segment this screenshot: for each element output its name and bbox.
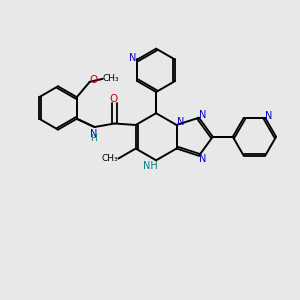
Text: NH: NH [143, 160, 158, 171]
Text: O: O [89, 75, 98, 85]
Text: N: N [177, 117, 184, 127]
Text: CH₃: CH₃ [102, 154, 118, 163]
Text: O: O [109, 94, 117, 104]
Text: N: N [90, 128, 97, 139]
Text: N: N [266, 111, 273, 121]
Text: CH₃: CH₃ [103, 74, 119, 83]
Text: H: H [90, 134, 97, 143]
Text: N: N [129, 53, 136, 63]
Text: N: N [199, 110, 206, 120]
Text: N: N [199, 154, 206, 164]
